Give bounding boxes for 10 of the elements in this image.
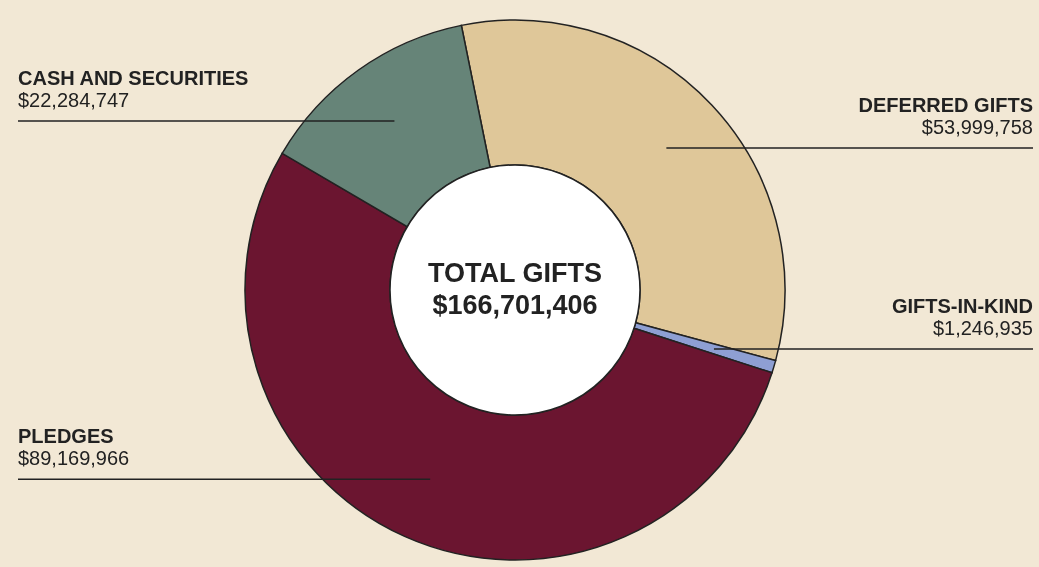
slice-label: DEFERRED GIFTS (858, 94, 1033, 117)
text: $166,701,406 (432, 290, 598, 320)
data-label: $89,169,966 (18, 447, 130, 470)
data-label: $53,999,758 (921, 116, 1033, 139)
slice-label: PLEDGES (18, 425, 114, 448)
data-label: $1,246,935 (932, 316, 1033, 339)
slice-label: CASH AND SECURITIES (18, 67, 249, 90)
data-label: $22,284,747 (18, 89, 130, 112)
slice-label: GIFTS-IN-KIND (891, 294, 1033, 317)
text: TOTAL GIFTS (428, 258, 602, 288)
